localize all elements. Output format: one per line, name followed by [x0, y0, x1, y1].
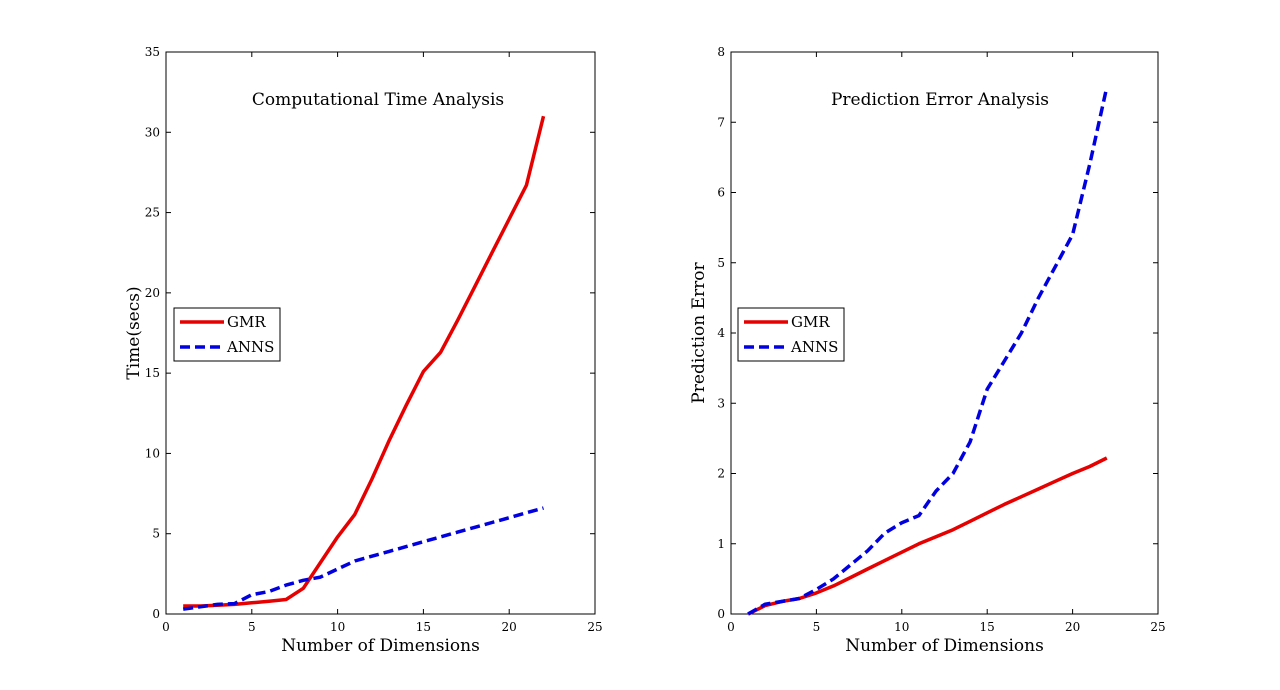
y-tick-label: 0 [717, 607, 725, 621]
legend-label: ANNS [226, 338, 274, 356]
chart-title: Prediction Error Analysis [831, 90, 1049, 110]
x-tick-label: 10 [330, 620, 345, 634]
legend-label: GMR [791, 313, 830, 331]
x-tick-label: 25 [1150, 620, 1165, 634]
legend: GMR ANNS [173, 307, 281, 362]
x-tick-label: 20 [1065, 620, 1080, 634]
y-tick-label: 4 [717, 326, 725, 340]
legend-label: GMR [227, 313, 266, 331]
y-tick-label: 5 [152, 527, 160, 541]
series-line-gmr [183, 115, 546, 608]
y-tick-label: 6 [717, 186, 725, 200]
chart-1: 0 5 10 15 20 25 0 5 10 15 20 25 30 35 Number of Dimens… [124, 45, 603, 656]
x-tick-label: 0 [162, 620, 170, 634]
x-tick-label: 0 [727, 620, 735, 634]
y-tick-label: 25 [145, 206, 160, 220]
y-tick-label: 2 [717, 467, 725, 481]
y-tick-label: 7 [717, 115, 725, 129]
y-tick-label: 5 [717, 256, 725, 270]
x-axis-label: Number of Dimensions [845, 636, 1044, 656]
x-tick-label: 15 [980, 620, 995, 634]
legend-label: ANNS [790, 338, 838, 356]
series-line-anns [182, 506, 544, 611]
y-axis-label: Prediction Error [689, 261, 709, 403]
y-tick-label: 1 [717, 537, 725, 551]
chart-2: 0 5 10 15 20 25 0 1 2 3 4 5 6 7 8 Number of Dimensions P… [689, 45, 1166, 656]
y-tick-label: 0 [152, 607, 160, 621]
legend-box [173, 307, 281, 362]
y-tick-label: 15 [145, 366, 160, 380]
legend-box [737, 307, 845, 362]
x-tick-label: 5 [813, 620, 821, 634]
x-tick-label: 10 [894, 620, 909, 634]
y-tick-label: 3 [717, 396, 725, 410]
x-tick-label: 25 [587, 620, 602, 634]
series-line-anns [747, 86, 1109, 616]
y-tick-label: 8 [717, 45, 725, 59]
y-tick-label: 10 [145, 446, 160, 460]
y-axis-label: Time(secs) [124, 286, 144, 379]
legend: GMR ANNS [737, 307, 845, 362]
x-tick-label: 15 [416, 620, 431, 634]
x-axis-label: Number of Dimensions [281, 636, 480, 656]
x-tick-label: 20 [502, 620, 517, 634]
x-tick-label: 5 [248, 620, 256, 634]
y-tick-label: 35 [145, 45, 160, 59]
y-tick-label: 30 [145, 125, 160, 139]
y-tick-label: 20 [145, 286, 160, 300]
chart-title: Computational Time Analysis [252, 90, 504, 110]
